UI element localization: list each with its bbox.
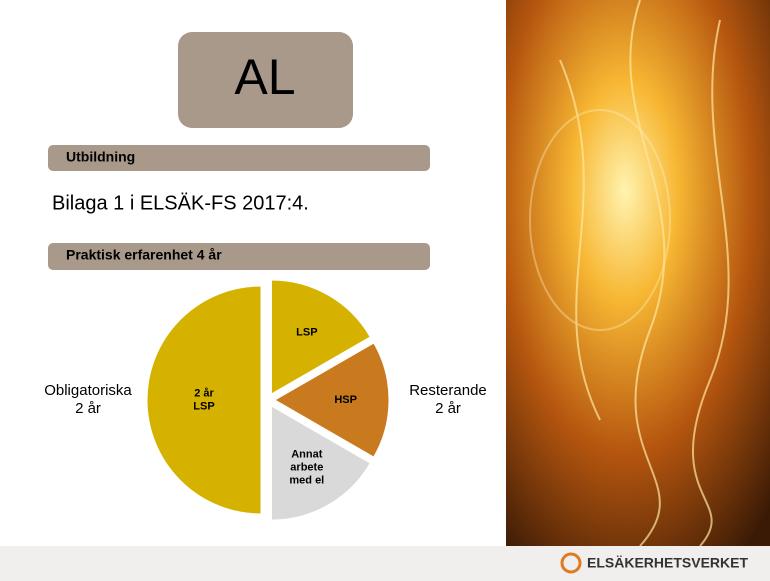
slice-label: Annat arbete med el (289, 448, 324, 486)
light-trails (529, 0, 730, 547)
section-bar (48, 145, 430, 171)
slice-label: 2 år LSP (193, 387, 214, 412)
footer-bar (0, 546, 770, 581)
pie-slice (270, 405, 371, 521)
section-bar (48, 243, 430, 270)
bulb-photo (506, 0, 770, 546)
title-box (178, 32, 353, 128)
logo-text: ELSÄKERHETSVERKET (587, 555, 748, 571)
logo-icon (560, 552, 582, 574)
body-text: Bilaga 1 i ELSÄK-FS 2017:4. (52, 192, 309, 214)
section-label: Praktisk erfarenhet 4 år (66, 247, 222, 263)
title: AL (234, 49, 295, 105)
slice-label: LSP (296, 327, 317, 339)
slice-label: HSP (334, 394, 357, 406)
side-label: Resterande 2 år (409, 382, 487, 417)
pie-slice (274, 342, 390, 458)
pie-slice (271, 279, 371, 395)
side-label: Obligatoriska 2 år (44, 382, 132, 417)
pie-slice (146, 285, 262, 515)
section-label: Utbildning (66, 149, 135, 165)
